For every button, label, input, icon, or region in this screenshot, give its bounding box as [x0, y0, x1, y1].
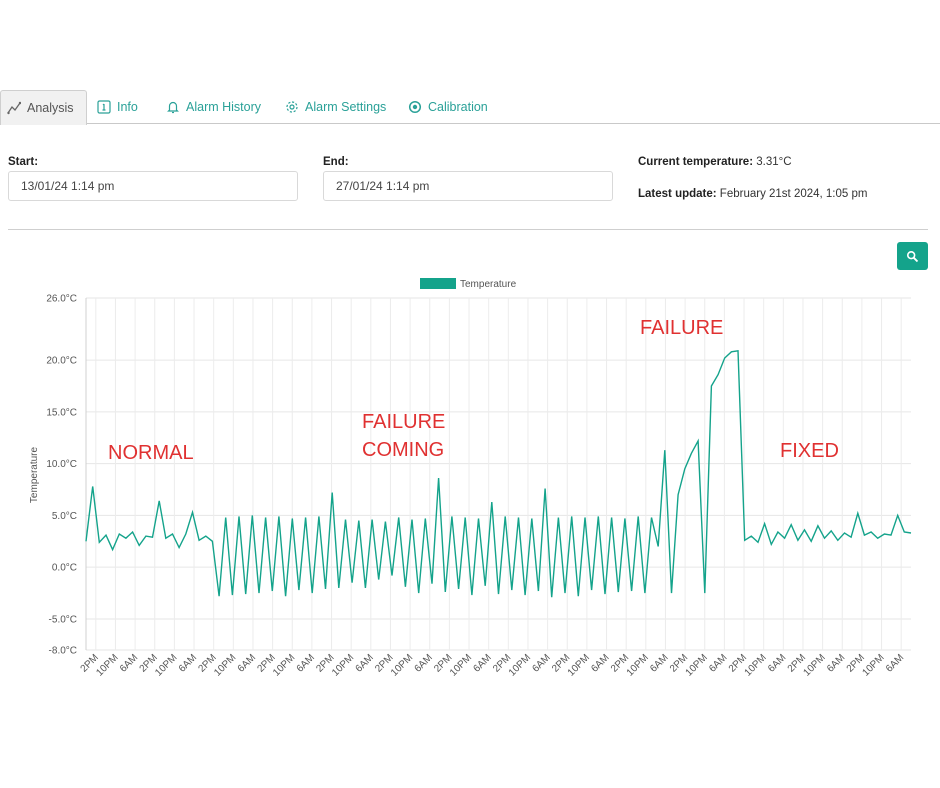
tab-calibration[interactable]: Calibration — [408, 90, 488, 124]
start-date-input[interactable] — [8, 171, 298, 201]
x-tick-label: 6AM — [648, 652, 670, 674]
latest-update: Latest update: February 21st 2024, 1:05 … — [638, 188, 867, 200]
chart-grid — [85, 297, 911, 651]
x-tick-label: 6AM — [236, 652, 258, 674]
x-tick-label: 6AM — [884, 652, 906, 674]
x-tick-label: 6AM — [471, 652, 493, 674]
x-tick-label: 10PM — [860, 652, 886, 678]
y-tick-label: -8.0°C — [49, 646, 77, 657]
current-temperature: Current temperature: 3.31°C — [638, 156, 792, 168]
x-tick-label: 10PM — [389, 652, 415, 678]
x-tick-label: 10PM — [212, 652, 238, 678]
x-tick-label: 10PM — [684, 652, 710, 678]
current-temperature-label: Current temperature: — [638, 156, 754, 168]
x-tick-label: 6AM — [413, 652, 435, 674]
target-icon — [408, 100, 422, 114]
x-tick-label: 10PM — [507, 652, 533, 678]
annotation-failure-coming-1: FAILURE — [362, 411, 445, 433]
annotation-failure-coming-2: COMING — [362, 439, 444, 461]
y-tick-label: -5.0°C — [49, 614, 77, 625]
x-tick-label: 6AM — [354, 652, 376, 674]
x-tick-label: 10PM — [153, 652, 179, 678]
x-tick-label: 10PM — [271, 652, 297, 678]
y-tick-label: 0.0°C — [52, 563, 77, 574]
chart-annotations: NORMAL FAILURE COMING FAILURE FIXED — [108, 317, 839, 464]
y-axis-label: Temperature — [29, 446, 40, 503]
x-tick-label: 10PM — [330, 652, 356, 678]
annotation-failure: FAILURE — [640, 317, 723, 339]
y-tick-label: 20.0°C — [46, 356, 77, 367]
chart-line-icon — [7, 101, 21, 115]
x-tick-label: 10PM — [448, 652, 474, 678]
tab-label: Analysis — [27, 101, 74, 115]
x-tick-label: 10PM — [801, 652, 827, 678]
annotation-normal: NORMAL — [108, 442, 194, 464]
tab-alarm-history[interactable]: Alarm History — [166, 90, 261, 124]
legend-label: Temperature — [460, 279, 517, 290]
x-tick-label: 6AM — [177, 652, 199, 674]
x-tick-label: 10PM — [625, 652, 651, 678]
end-date-input[interactable] — [323, 171, 613, 201]
legend-swatch — [420, 278, 456, 289]
zoom-icon — [906, 250, 919, 262]
x-tick-label: 6AM — [530, 652, 552, 674]
x-tick-label: 6AM — [766, 652, 788, 674]
divider — [8, 229, 928, 230]
annotation-fixed: FIXED — [780, 440, 839, 462]
info-icon — [97, 100, 111, 114]
tab-bar: Analysis Info Alarm History Alarm Settin… — [0, 90, 940, 125]
x-tick-label: 6AM — [295, 652, 317, 674]
gear-icon — [286, 101, 298, 113]
current-temperature-value: 3.31°C — [756, 156, 792, 168]
tab-info[interactable]: Info — [97, 90, 138, 124]
zoom-button[interactable] — [897, 242, 928, 270]
tab-label: Alarm History — [186, 100, 262, 114]
y-tick-label: 10.0°C — [46, 459, 77, 470]
tab-analysis[interactable]: Analysis — [0, 90, 87, 125]
legend[interactable]: Temperature — [420, 278, 517, 290]
bell-icon — [167, 101, 179, 114]
tab-label: Info — [117, 100, 138, 114]
latest-update-value: February 21st 2024, 1:05 pm — [719, 188, 868, 200]
x-tick-label: 6AM — [825, 652, 847, 674]
tab-alarm-settings[interactable]: Alarm Settings — [285, 90, 386, 124]
y-tick-label: 26.0°C — [46, 294, 77, 305]
x-axis-ticks: 2PM10PM6AM2PM10PM6AM2PM10PM6AM2PM10PM6AM… — [79, 652, 907, 678]
tab-label: Calibration — [428, 100, 488, 114]
x-tick-label: 10PM — [743, 652, 769, 678]
end-label: End: — [323, 156, 349, 168]
x-tick-label: 10PM — [94, 652, 120, 678]
x-tick-label: 6AM — [589, 652, 611, 674]
y-axis-ticks: 26.0°C 20.0°C 15.0°C 10.0°C 5.0°C 0.0°C -5.0°C… — [46, 294, 77, 657]
latest-update-label: Latest update: — [638, 188, 717, 200]
tab-label: Alarm Settings — [305, 100, 387, 114]
y-tick-label: 15.0°C — [46, 407, 77, 418]
temperature-series-line — [85, 349, 912, 598]
x-tick-label: 10PM — [566, 652, 592, 678]
x-tick-label: 6AM — [707, 652, 729, 674]
y-tick-label: 5.0°C — [52, 511, 77, 522]
temperature-chart: 26.0°C 20.0°C 15.0°C 10.0°C 5.0°C 0.0°C -5.0°C… — [29, 278, 912, 679]
start-label: Start: — [8, 156, 39, 168]
x-tick-label: 6AM — [118, 652, 140, 674]
